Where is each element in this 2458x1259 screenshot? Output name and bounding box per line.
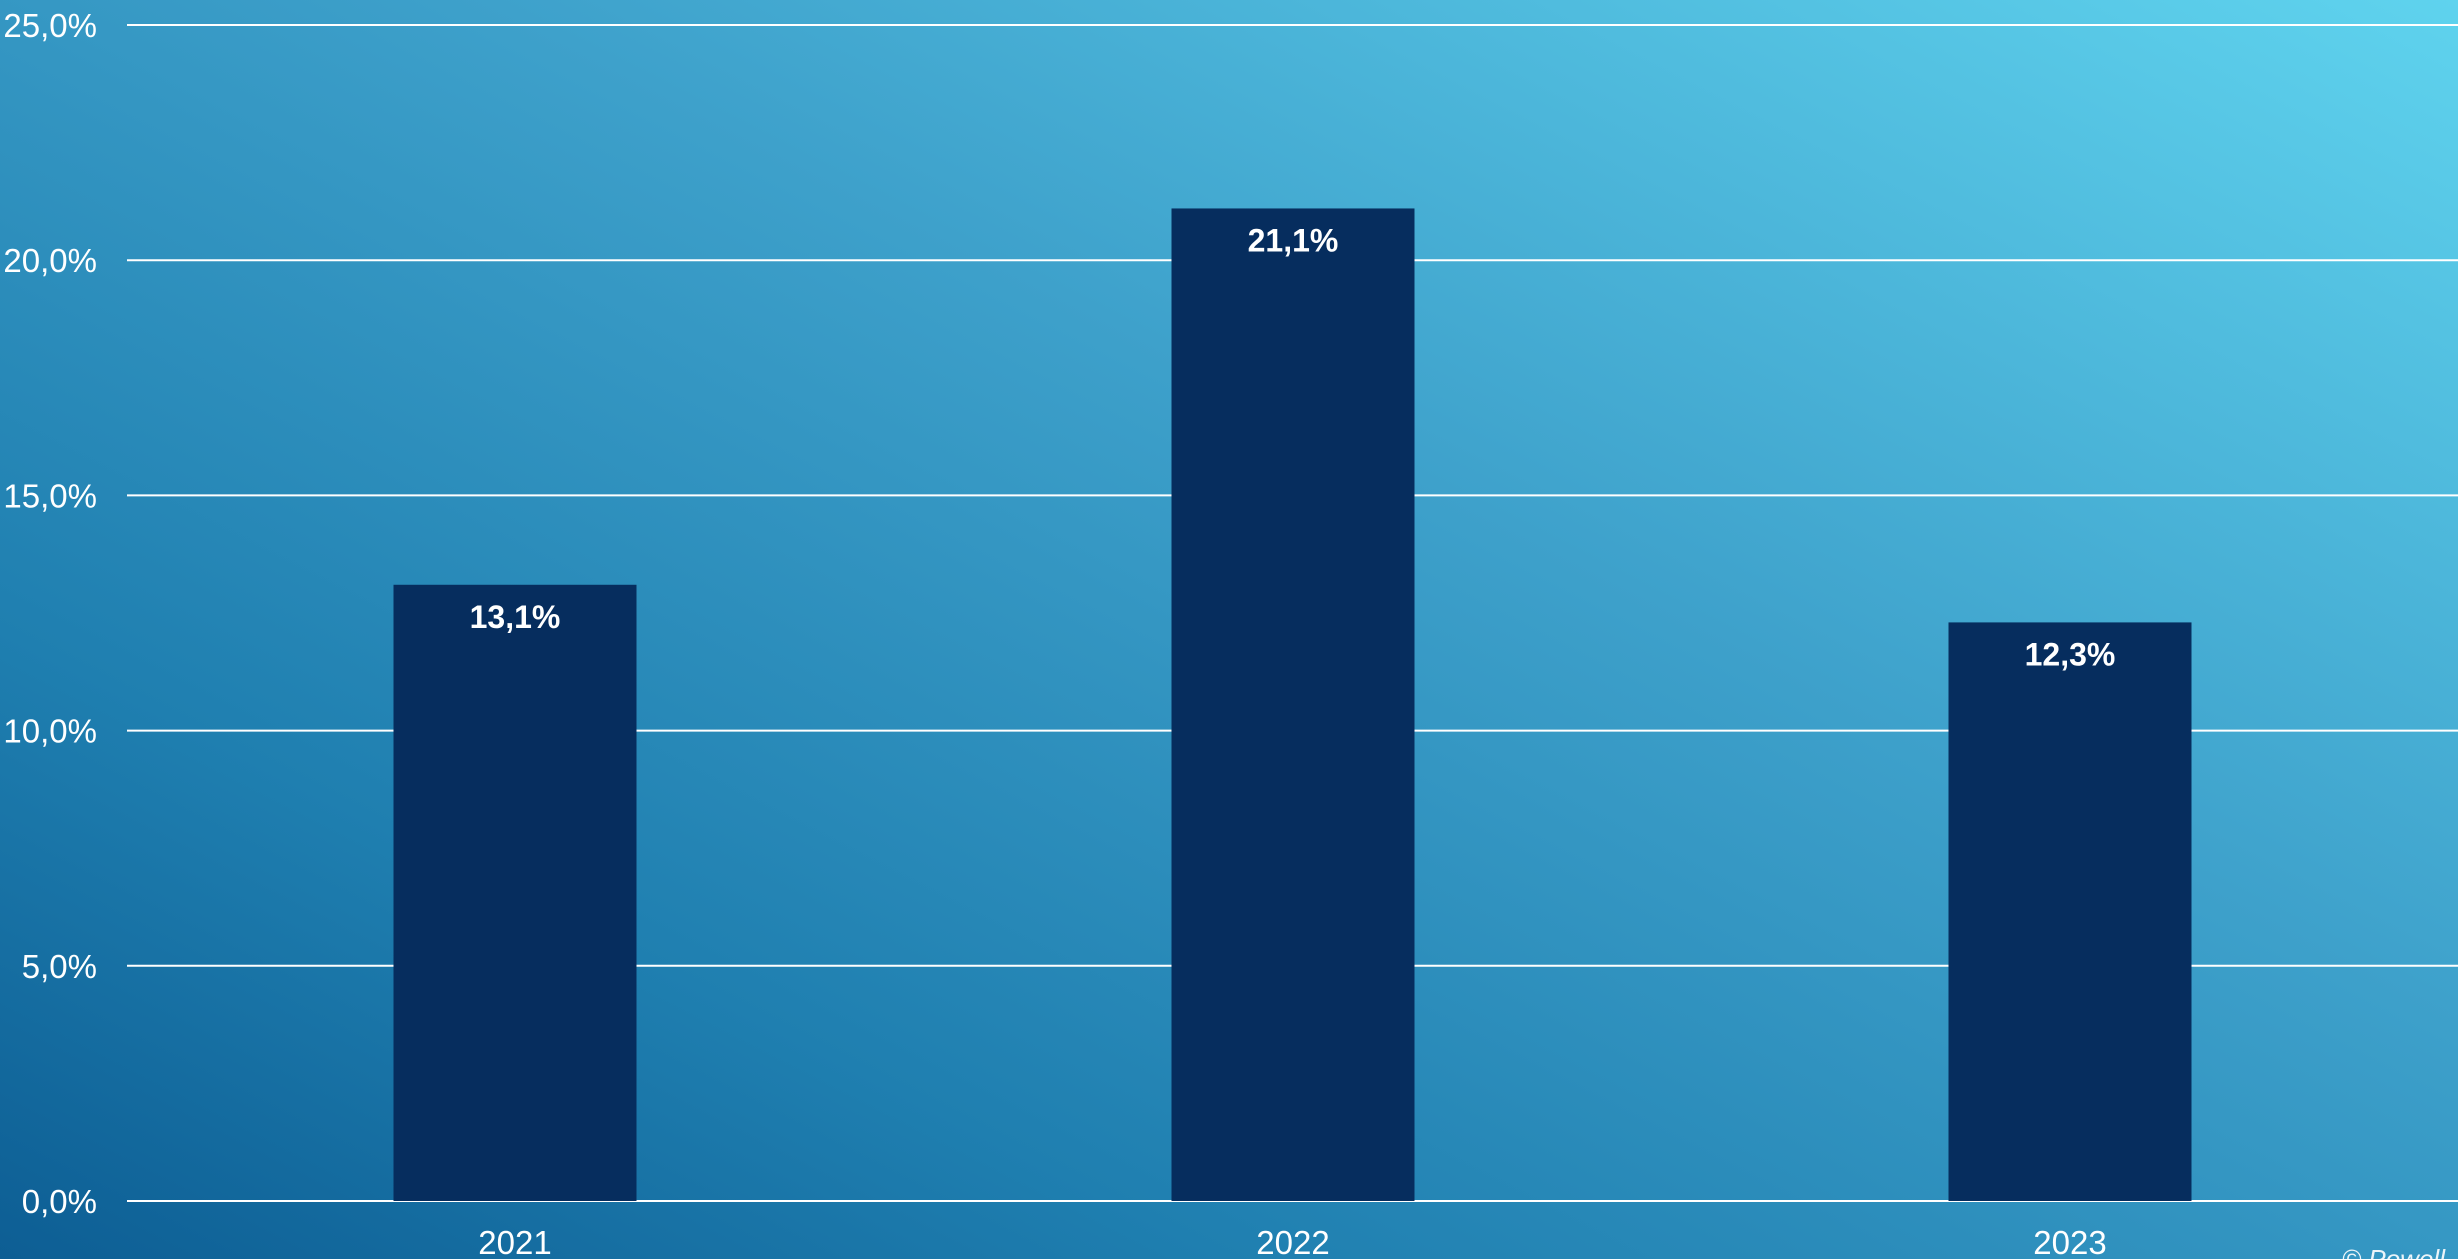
y-axis-tick-labels: 0,0% 5,0% 10,0% 15,0% 20,0% 25,0% [3,7,97,1220]
y-tick-label: 25,0% [3,7,97,44]
watermark-text: © Powell [2342,1244,2446,1259]
y-tick-label: 10,0% [3,713,97,750]
bar-2022 [1171,208,1415,1201]
x-tick-label-2023: 2023 [2033,1224,2106,1259]
y-tick-label: 5,0% [22,948,97,985]
data-label-2023: 12,3% [2025,636,2116,672]
y-tick-label: 20,0% [3,242,97,279]
bar-2023 [1948,622,2192,1201]
bars: 13,1% 21,1% 12,3% [393,208,2192,1201]
bar-2021 [393,584,637,1201]
data-label-2021: 13,1% [470,599,561,635]
y-tick-label: 15,0% [3,477,97,514]
x-axis-tick-labels: 2021 2022 2023 [478,1224,2106,1259]
data-label-2022: 21,1% [1248,222,1339,258]
y-tick-label: 0,0% [22,1183,97,1220]
x-tick-label-2022: 2022 [1256,1224,1329,1259]
x-tick-label-2021: 2021 [478,1224,551,1259]
